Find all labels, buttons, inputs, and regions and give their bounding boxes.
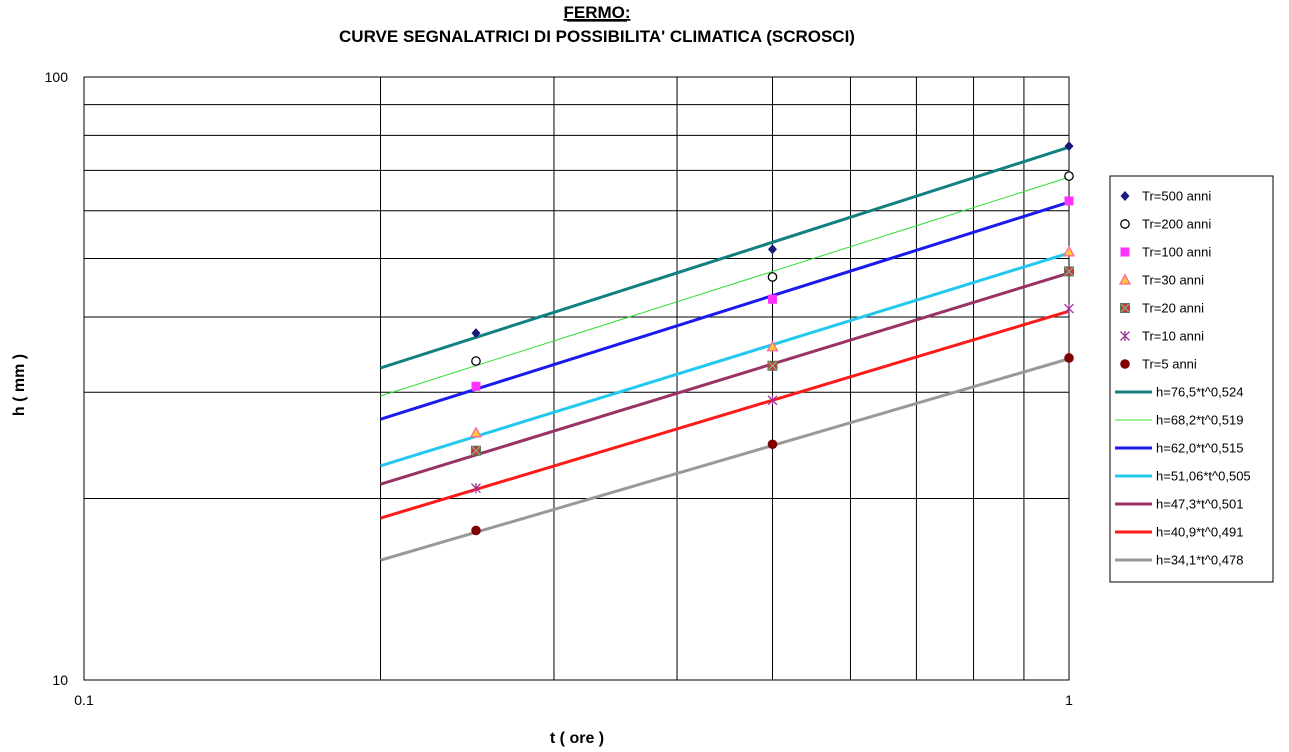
y-tick-label-10: 10: [52, 672, 68, 688]
data-point: [767, 360, 778, 371]
data-point: [471, 525, 481, 536]
legend-marker: [1120, 359, 1130, 369]
legend-label: Tr=100 anni: [1142, 245, 1211, 260]
legend-marker: [1118, 273, 1132, 285]
legend-box: [1109, 175, 1274, 583]
legend-label: Tr=500 anni: [1142, 189, 1211, 204]
fit-curve: [380, 271, 1070, 486]
data-point: [1062, 245, 1076, 257]
data-point: [471, 328, 481, 339]
data-point: [766, 340, 779, 352]
data-point: [1064, 141, 1074, 152]
legend-label: Tr=10 anni: [1142, 329, 1204, 344]
fit-curve: [380, 176, 1070, 397]
data-point: [470, 445, 481, 456]
data-point: [1064, 266, 1074, 277]
legend-label: Tr=20 anni: [1142, 301, 1204, 316]
legend-marker: [1120, 303, 1130, 313]
data-points: [469, 141, 1076, 536]
data-point: [767, 395, 778, 406]
x-tick-label-0.1: 0.1: [74, 692, 94, 708]
legend-marker: [1120, 331, 1130, 341]
legend-label: h=40,9*t^0,491: [1156, 525, 1243, 540]
data-point: [767, 439, 778, 450]
data-point: [1064, 196, 1074, 206]
data-point: [471, 483, 481, 494]
data-point: [471, 381, 481, 391]
fit-curve: [380, 251, 1070, 468]
legend-label: Tr=200 anni: [1142, 217, 1211, 232]
data-point: [767, 294, 777, 304]
legend-label: h=34,1*t^0,478: [1156, 553, 1243, 568]
legend-label: Tr=30 anni: [1142, 273, 1204, 288]
chart-title-line1: FERMO:: [563, 3, 630, 22]
legend-label: h=62,0*t^0,515: [1156, 441, 1243, 456]
grid: [84, 77, 1069, 680]
legend-label: h=51,06*t^0,505: [1156, 469, 1251, 484]
data-point: [1064, 353, 1074, 363]
fit-curve: [380, 200, 1070, 421]
fit-curve: [380, 309, 1070, 520]
data-point: [767, 244, 777, 255]
fit-curve: [380, 357, 1070, 562]
y-tick-label-100: 100: [45, 69, 69, 85]
legend: Tr=500 anni Tr=200 anni Tr=100 anni Tr=30 a…: [1109, 175, 1274, 583]
plot-area: [83, 76, 1070, 681]
x-axis-label: t ( ore ): [550, 730, 604, 747]
legend-marker: [1120, 247, 1130, 257]
data-point: [469, 426, 483, 438]
legend-label: h=47,3*t^0,501: [1156, 497, 1243, 512]
legend-label: h=68,2*t^0,519: [1156, 413, 1243, 428]
chart-title-line2: CURVE SEGNALATRICI DI POSSIBILITA' CLIMA…: [339, 27, 855, 46]
data-point: [1064, 303, 1074, 314]
legend-label: Tr=5 anni: [1142, 357, 1197, 372]
legend-marker: [1120, 191, 1130, 201]
fit-curves: [380, 145, 1070, 562]
x-tick-label-1: 1: [1065, 692, 1073, 708]
y-axis-label: h ( mm ): [11, 354, 28, 416]
fit-curve: [380, 145, 1070, 370]
data-point: [471, 356, 481, 366]
legend-marker: [1120, 219, 1130, 229]
data-point: [767, 272, 778, 282]
data-point: [1064, 171, 1074, 181]
legend-label: h=76,5*t^0,524: [1156, 385, 1243, 400]
